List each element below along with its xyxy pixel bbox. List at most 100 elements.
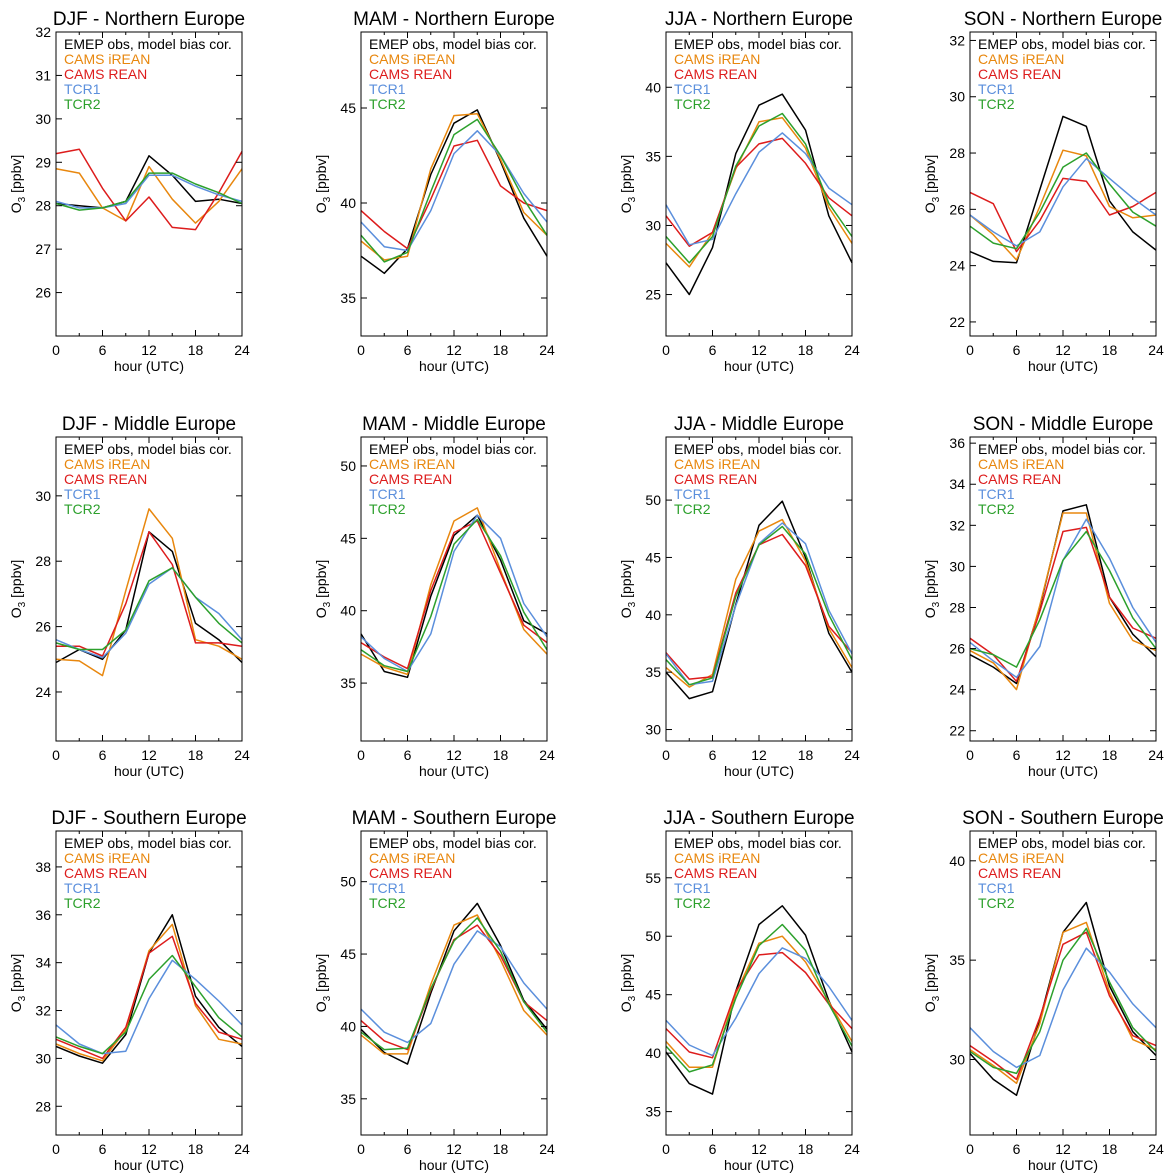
y-axis-label-sub: 3 [322,601,333,607]
y-axis-label-sub: 3 [931,196,942,202]
legend-entry-2: CAMS iREAN [369,51,455,67]
y-axis-label-main: O [922,607,938,618]
legend-entry-3: CAMS REAN [369,66,452,82]
x-axis-label: hour (UTC) [419,358,489,374]
series-line-2 [55,165,243,224]
x-tick-label: 0 [52,1141,60,1157]
series-line-4 [665,947,853,1057]
legend-entry-2: CAMS iREAN [64,456,150,472]
x-axis-label: hour (UTC) [724,358,794,374]
x-axis-label: hour (UTC) [724,1157,794,1173]
y-axis-label-main: O [922,202,938,213]
y-tick-label: 34 [949,476,965,492]
y-tick-label: 32 [949,517,965,533]
y-tick-label: 50 [645,928,661,944]
legend-entry-3: CAMS REAN [64,865,147,881]
series-line-4 [55,959,243,1055]
panel-title: JJA - Northern Europe [665,9,853,30]
series-line-4 [360,130,548,252]
y-tick-label: 24 [949,258,965,274]
series-line-3 [665,951,853,1059]
legend-entry-5: TCR2 [978,501,1015,517]
y-tick-label: 35 [949,952,965,968]
y-axis-label-sub: 3 [931,601,942,607]
y-axis-label-main: O [8,607,24,618]
y-axis-label-main: O [8,202,24,213]
x-tick-label: 12 [141,342,157,358]
series-line-4 [969,157,1157,247]
y-axis-label-sub: 3 [17,196,28,202]
y-axis-label-sub: 3 [627,601,638,607]
panel-8: SON - Middle Europe 0 6 12 18 24 22 24 26 28 30 32 3… [922,414,1164,779]
legend-entry-4: TCR1 [978,880,1015,896]
y-tick-label: 50 [340,458,356,474]
legend-entry-3: CAMS REAN [64,66,147,82]
x-tick-label: 6 [709,342,717,358]
x-tick-label: 24 [1148,747,1164,763]
x-tick-label: 6 [99,342,107,358]
y-tick-label: 30 [949,558,965,574]
series-line-2 [360,914,548,1055]
series-line-5 [969,927,1157,1075]
legend-entry-1: EMEP obs, model bias cor. [674,835,842,851]
x-axis-label: hour (UTC) [114,358,184,374]
x-tick-label: 0 [966,342,974,358]
y-tick-label: 28 [35,553,51,569]
panel-12: SON - Southern Europe 0 6 12 18 24 30 35 40 hour … [922,808,1164,1173]
y-tick-label: 35 [340,675,356,691]
x-tick-label: 0 [357,342,365,358]
x-tick-label: 12 [141,1141,157,1157]
x-tick-label: 0 [52,342,60,358]
panel-4: SON - Northern Europe 0 6 12 18 24 22 24 26 28 30 3… [922,9,1164,374]
legend-entry-3: CAMS REAN [369,865,452,881]
y-tick-label: 45 [340,946,356,962]
legend-entry-4: TCR1 [978,486,1015,502]
legend-entry-5: TCR2 [674,895,711,911]
x-tick-label: 0 [966,747,974,763]
series-line-3 [55,935,243,1060]
y-tick-label: 30 [35,1050,51,1066]
legend-entry-3: CAMS REAN [978,66,1061,82]
x-tick-label: 0 [357,1141,365,1157]
y-tick-label: 30 [35,488,51,504]
legend-entry-3: CAMS REAN [674,66,757,82]
y-axis-label-sub: 3 [627,995,638,1001]
series-line-5 [55,567,243,651]
legend-entry-1: EMEP obs, model bias cor. [674,36,842,52]
x-tick-label: 12 [446,1141,462,1157]
x-tick-label: 6 [404,1141,412,1157]
y-tick-label: 22 [949,723,965,739]
legend-entry-2: CAMS iREAN [64,850,150,866]
x-tick-label: 24 [844,1141,860,1157]
y-tick-label: 26 [949,201,965,217]
x-axis-label: hour (UTC) [724,763,794,779]
y-tick-label: 35 [645,1104,661,1120]
series-line-4 [55,174,243,209]
legend-entry-2: CAMS iREAN [674,850,760,866]
y-tick-label: 26 [35,285,51,301]
y-tick-label: 28 [949,145,965,161]
y-tick-label: 50 [340,874,356,890]
series-line-2 [665,116,853,268]
y-axis-label-main: O [8,1001,24,1012]
y-axis-label-main: O [313,1001,329,1012]
y-tick-label: 24 [949,682,965,698]
y-axis-label-unit: [ppbv] [618,155,634,197]
x-tick-label: 0 [662,342,670,358]
y-tick-label: 28 [35,198,51,214]
y-tick-label: 32 [949,32,965,48]
panel-11: JJA - Southern Europe 0 6 12 18 24 35 40 45 50 55 h… [618,808,860,1173]
y-axis-label-unit: [ppbv] [618,560,634,602]
legend-entry-5: TCR2 [674,501,711,517]
legend-entry-2: CAMS iREAN [369,456,455,472]
series-line-5 [969,152,1157,250]
legend-entry-3: CAMS REAN [978,471,1061,487]
x-tick-label: 6 [404,747,412,763]
panel-6: MAM - Middle Europe 0 6 12 18 24 35 40 45 50 hour … [313,414,555,779]
x-tick-label: 24 [844,342,860,358]
legend-entry-5: TCR2 [369,501,406,517]
legend-entry-5: TCR2 [674,96,711,112]
series-line-3 [969,526,1157,683]
panel-title: MAM - Middle Europe [362,414,546,435]
series-line-2 [360,507,548,676]
